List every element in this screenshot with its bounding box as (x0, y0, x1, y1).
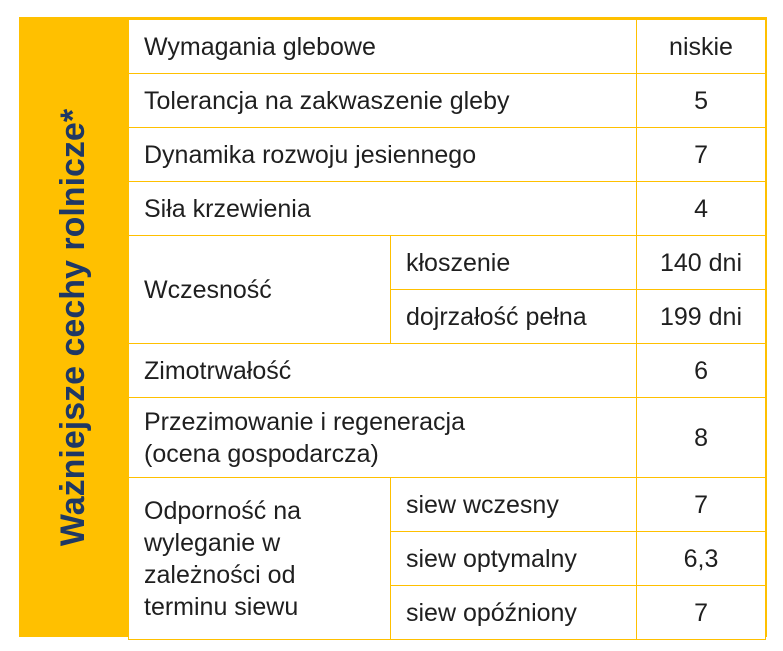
trait-label-line: wyleganie w (144, 528, 281, 557)
trait-label: Przezimowanie i regeneracja (ocena gospo… (127, 397, 638, 478)
trait-label: Zimotrwałość (127, 343, 638, 398)
trait-label: Tolerancja na zakwaszenie gleby (127, 73, 638, 128)
table-row: Przezimowanie i regeneracja (ocena gospo… (127, 397, 767, 478)
sub-label: kłoszenie (389, 235, 638, 290)
table-row: Dynamika rozwoju jesiennego 7 (127, 127, 767, 182)
sub-label: siew opóźniony (389, 585, 638, 640)
table-row: Siła krzewienia 4 (127, 181, 767, 236)
trait-label: Dynamika rozwoju jesiennego (127, 127, 638, 182)
trait-value: 8 (636, 397, 767, 478)
table-row: Zimotrwałość 6 (127, 343, 767, 398)
sub-label: siew optymalny (389, 531, 638, 586)
trait-value: 5 (636, 73, 767, 128)
trait-value: 6 (636, 343, 767, 398)
trait-label-line: (ocena gospodarcza) (144, 439, 379, 468)
trait-label: Wymagania glebowe (127, 19, 638, 74)
trait-value: 7 (636, 477, 767, 532)
trait-label: Odporność na wyleganie w zależności od t… (128, 477, 391, 640)
trait-value: niskie (636, 19, 767, 74)
trait-label-line: Odporność na (144, 496, 302, 525)
sub-label: dojrzałość pełna (389, 289, 638, 344)
table-row: Wczesność kłoszenie 140 dni (128, 235, 767, 344)
sidebar-title: Ważniejsze cechy rolnicze* (54, 108, 93, 546)
trait-label-line: Przezimowanie i regeneracja (144, 407, 465, 436)
table-row: Tolerancja na zakwaszenie gleby 5 (127, 73, 767, 128)
trait-label: Wczesność (128, 235, 391, 344)
trait-value: 6,3 (636, 531, 767, 586)
trait-label: Siła krzewienia (127, 181, 638, 236)
trait-value: 7 (636, 585, 767, 640)
table-row: siew opóźniony 7 (129, 585, 767, 640)
trait-label-line: terminu siewu (144, 592, 299, 621)
trait-value: 199 dni (636, 289, 767, 344)
trait-value: 4 (636, 181, 767, 236)
table-row: Wymagania glebowe niskie (127, 19, 767, 74)
sidebar: Ważniejsze cechy rolnicze* (19, 17, 128, 637)
trait-label-line: zależności od (144, 560, 296, 589)
traits-table: Wymagania glebowe niskie Tolerancja na z… (127, 19, 767, 640)
sub-label: siew wczesny (389, 477, 638, 532)
trait-value: 7 (636, 127, 767, 182)
table-row: siew optymalny 6,3 (129, 531, 767, 586)
trait-value: 140 dni (636, 235, 767, 290)
table-row: Odporność na wyleganie w zależności od t… (128, 477, 767, 640)
